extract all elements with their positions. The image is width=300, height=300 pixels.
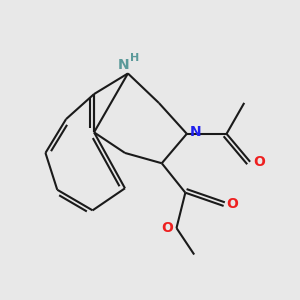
- Text: O: O: [253, 155, 265, 169]
- Text: O: O: [226, 197, 238, 212]
- Text: N: N: [118, 58, 129, 72]
- Text: H: H: [130, 53, 139, 63]
- Text: N: N: [190, 125, 201, 139]
- Text: O: O: [162, 221, 174, 235]
